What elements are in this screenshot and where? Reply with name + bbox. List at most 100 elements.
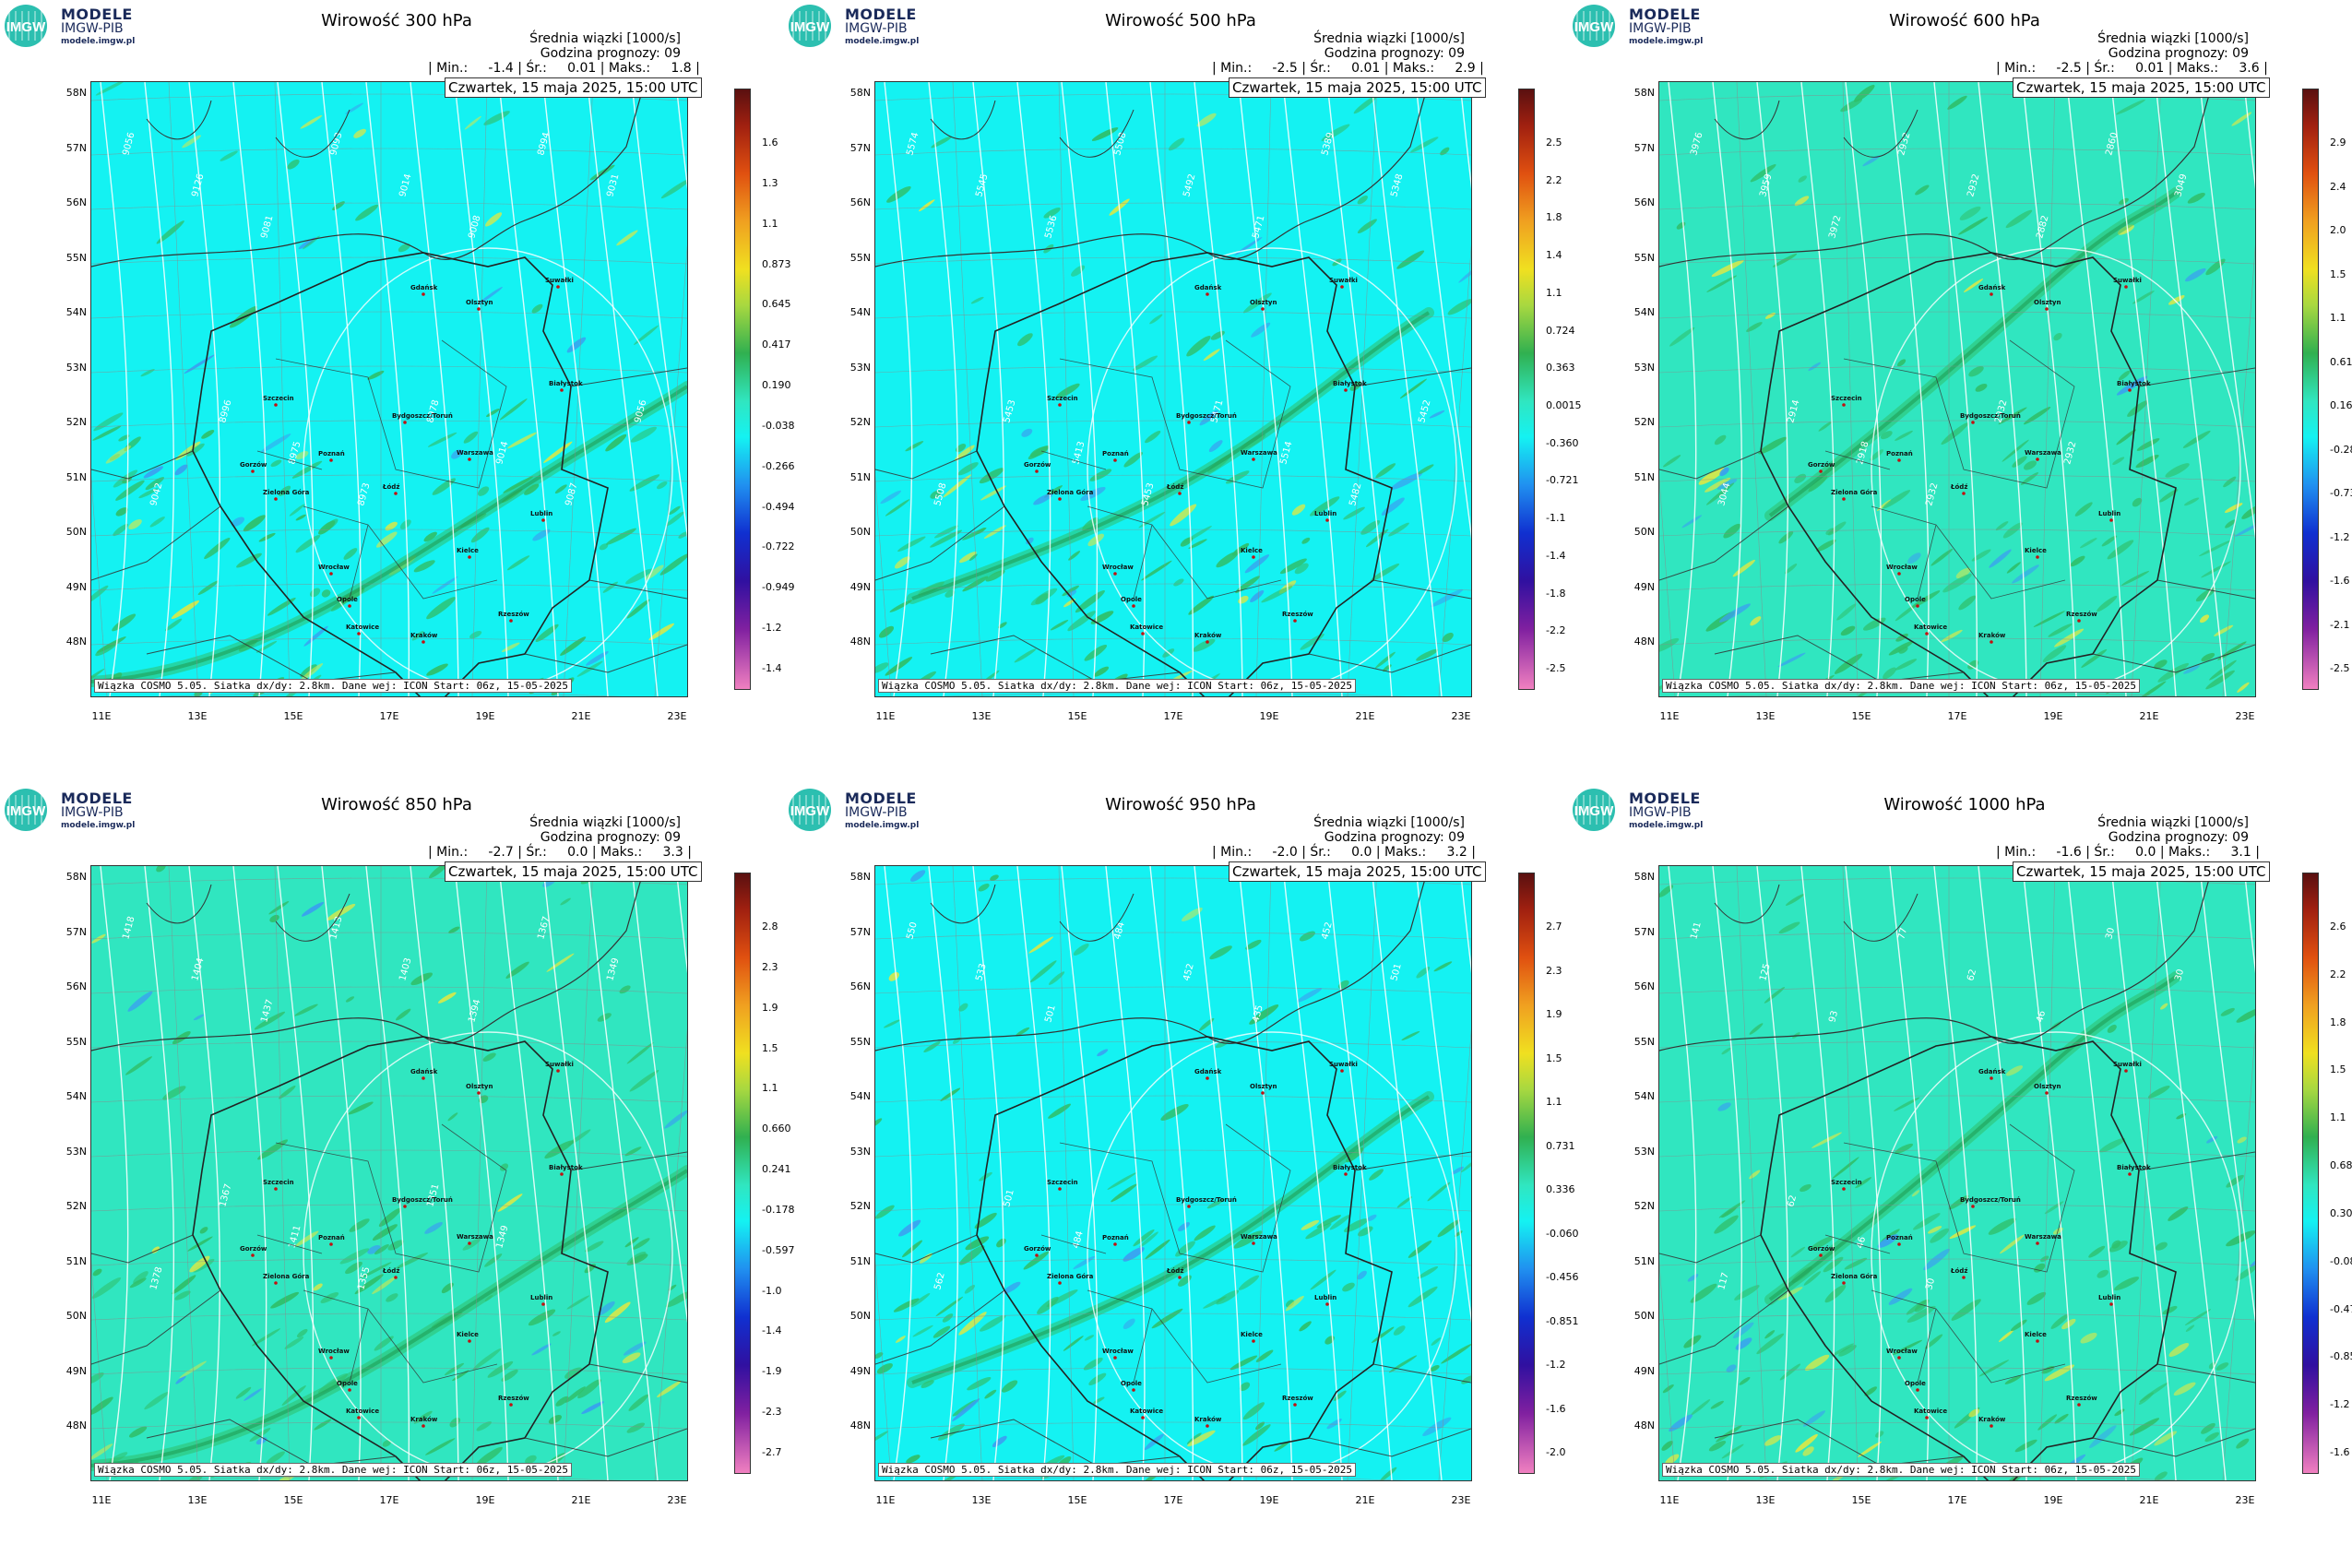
colorbar-tick-label: -0.084 bbox=[2330, 1254, 2352, 1267]
city-marker bbox=[556, 285, 560, 289]
colorbar-tick-label: 1.1 bbox=[762, 217, 778, 230]
forecast-date: Czwartek, 15 maja 2025, 15:00 UTC bbox=[445, 77, 702, 98]
imgw-logo: IMGW MODELE IMGW-PIB modele.imgw.pl bbox=[4, 788, 160, 834]
lat-label: 53N bbox=[65, 361, 87, 374]
logo-subtitle: IMGW-PIB bbox=[61, 21, 124, 36]
city-marker bbox=[468, 1339, 471, 1343]
forecast-date: Czwartek, 15 maja 2025, 15:00 UTC bbox=[1229, 861, 1486, 882]
city-marker bbox=[1344, 1172, 1348, 1176]
city-marker bbox=[560, 388, 564, 392]
forecast-panel: IMGW MODELE IMGW-PIB modele.imgw.pl Wirowość… bbox=[784, 0, 1582, 784]
contour-label: 46 bbox=[2035, 1010, 2048, 1024]
lat-label: 51N bbox=[849, 1254, 871, 1267]
city-marker bbox=[468, 457, 471, 461]
panel-title: Wirowość 300 hPa bbox=[321, 11, 472, 30]
info-line-mean: Średnia wiązki [1000/s] bbox=[2097, 31, 2249, 46]
city-marker bbox=[1897, 1356, 1901, 1360]
city-label: Opole bbox=[1121, 1380, 1142, 1387]
city-label: Poznań bbox=[318, 1234, 345, 1241]
city-marker bbox=[357, 1416, 361, 1420]
lat-label: 49N bbox=[849, 1364, 871, 1377]
logo-url: modele.imgw.pl bbox=[845, 821, 920, 830]
city-label: Rzeszów bbox=[2066, 1395, 2097, 1402]
lon-label: 19E bbox=[475, 1494, 495, 1506]
colorbar-tick-label: 2.4 bbox=[2330, 180, 2346, 193]
city-marker bbox=[348, 1388, 351, 1392]
city-marker bbox=[477, 1091, 481, 1095]
city-label: Suwałki bbox=[1329, 277, 1358, 284]
lon-label: 15E bbox=[1851, 710, 1871, 722]
city-marker bbox=[403, 1205, 407, 1208]
info-line-mean: Średnia wiązki [1000/s] bbox=[2097, 815, 2249, 830]
lon-label: 11E bbox=[875, 710, 896, 722]
colorbar bbox=[2302, 89, 2319, 690]
lon-label: 21E bbox=[1355, 1494, 1375, 1506]
lat-label: 49N bbox=[65, 580, 87, 593]
panel-info: Średnia wiązki [1000/s] Godzina prognozy:… bbox=[529, 815, 681, 845]
lat-label: 50N bbox=[849, 526, 871, 538]
colorbar-tick-label: 2.8 bbox=[762, 921, 778, 932]
city-marker bbox=[1842, 497, 1846, 501]
logo-title: MODELE bbox=[845, 6, 917, 23]
city-label: Warszawa bbox=[1241, 1233, 1277, 1241]
lat-label: 50N bbox=[1633, 526, 1655, 538]
info-line-hour: Godzina prognozy: 09 bbox=[2108, 830, 2249, 845]
colorbar-tick-label: 0.873 bbox=[762, 257, 791, 270]
city-label: Białystok bbox=[2117, 380, 2151, 387]
lon-label: 11E bbox=[91, 710, 112, 722]
lat-label: 58N bbox=[65, 871, 87, 883]
map-canvas: 550533501484452435452501562501484GdańskO… bbox=[875, 866, 1471, 1480]
city-label: Opole bbox=[1905, 596, 1926, 603]
city-label: Katowice bbox=[1914, 1408, 1947, 1415]
lon-label: 21E bbox=[2139, 1494, 2159, 1506]
lat-label: 56N bbox=[849, 196, 871, 208]
info-line-hour: Godzina prognozy: 09 bbox=[2108, 46, 2249, 61]
colorbar-tick-label: -0.038 bbox=[762, 419, 795, 432]
city-marker bbox=[329, 1356, 333, 1360]
city-label: Warszawa bbox=[457, 449, 493, 457]
colorbar-tick-label: -0.470 bbox=[2330, 1302, 2352, 1315]
lat-label: 54N bbox=[1633, 1090, 1655, 1102]
panel-stats: | Min.: -1.4 | Śr.: 0.01 | Maks.: 1.8 | bbox=[428, 61, 700, 76]
city-label: Suwałki bbox=[545, 1061, 574, 1068]
lon-label: 23E bbox=[2235, 1494, 2255, 1506]
city-label: Poznań bbox=[1102, 1234, 1129, 1241]
colorbar-tick-label: 2.6 bbox=[2330, 921, 2346, 932]
lat-label: 50N bbox=[65, 526, 87, 538]
city-label: Łódź bbox=[382, 483, 399, 491]
lon-label: 17E bbox=[379, 1494, 399, 1506]
city-label: Wrocław bbox=[1886, 1348, 1918, 1355]
lon-label: 15E bbox=[283, 710, 303, 722]
lon-label: 11E bbox=[875, 1494, 896, 1506]
lat-label: 48N bbox=[65, 636, 87, 647]
lon-label: 11E bbox=[1659, 1494, 1680, 1506]
contour-label: 501 bbox=[1043, 1004, 1058, 1023]
city-marker bbox=[1132, 1388, 1135, 1392]
city-marker bbox=[329, 458, 333, 462]
vorticity-map: 9056 9126 9081 9093 9014 9008 8994 9031 9042 8996… bbox=[90, 81, 688, 697]
panel-title: Wirowość 600 hPa bbox=[1889, 11, 2040, 30]
colorbar-tick-label: 0.660 bbox=[762, 1123, 791, 1135]
city-label: Suwałki bbox=[545, 277, 574, 284]
colorbar-tick-label: -2.0 bbox=[1546, 1446, 1566, 1458]
lat-label: 56N bbox=[1633, 196, 1655, 208]
city-marker bbox=[251, 469, 255, 473]
colorbar-tick-label: -1.8 bbox=[1546, 587, 1566, 600]
lon-label: 17E bbox=[1163, 710, 1183, 722]
lon-label: 19E bbox=[1259, 710, 1279, 722]
city-label: Bydgoszcz/Toruń bbox=[1176, 1196, 1237, 1204]
panel-stats: | Min.: -1.6 | Śr.: 0.0 | Maks.: 3.1 | bbox=[1996, 845, 2260, 860]
panel-stats: | Min.: -2.5 | Śr.: 0.01 | Maks.: 3.6 | bbox=[1996, 61, 2268, 76]
city-label: Katowice bbox=[1130, 624, 1163, 631]
city-label: Szczecin bbox=[263, 1179, 294, 1186]
city-marker bbox=[560, 1172, 564, 1176]
city-label: Olsztyn bbox=[466, 299, 493, 306]
imgw-logo: IMGW MODELE IMGW-PIB modele.imgw.pl bbox=[1572, 4, 1728, 50]
city-marker bbox=[1990, 292, 1993, 296]
city-marker bbox=[1962, 1276, 1966, 1279]
lon-label: 15E bbox=[283, 1494, 303, 1506]
lon-label: 15E bbox=[1067, 1494, 1087, 1506]
vorticity-map: 5574 5545 5536 5508 5492 5471 5389 5348 5508 5453… bbox=[874, 81, 1472, 697]
city-marker bbox=[422, 1424, 425, 1428]
lat-label: 52N bbox=[65, 1200, 87, 1212]
